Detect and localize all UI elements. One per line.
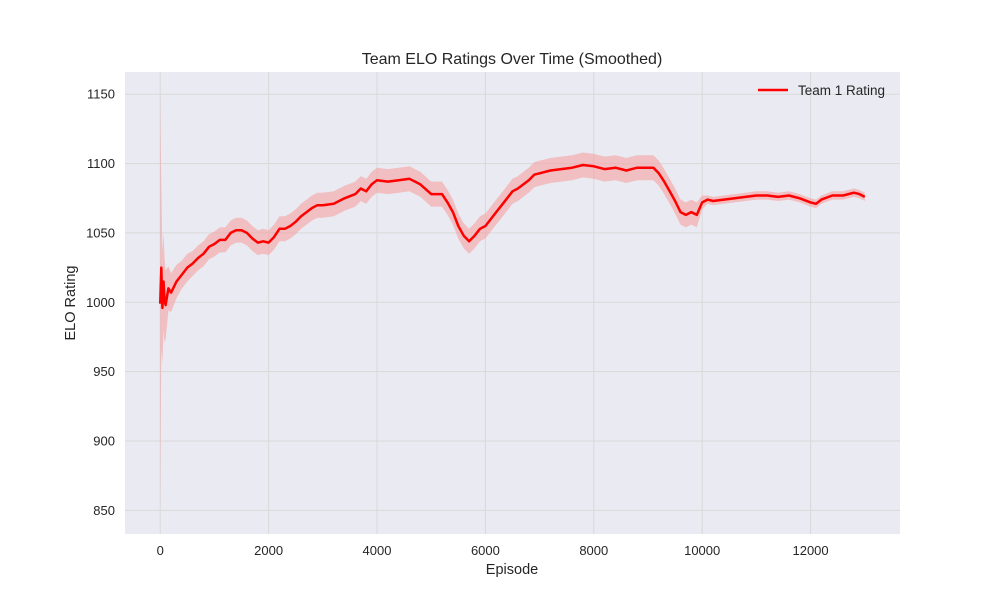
y-tick-label: 850 (93, 503, 115, 518)
y-tick-label: 1150 (87, 87, 115, 102)
plot-area (125, 72, 900, 534)
tick-labels: 0 2000 4000 6000 8000 10000 12000 850 900 950 1000… (86, 87, 829, 558)
x-tick-label: 0 (157, 543, 164, 558)
grid-lines (125, 72, 900, 534)
y-tick-label: 1050 (86, 225, 115, 240)
x-tick-label: 6000 (471, 543, 500, 558)
x-tick-label: 2000 (254, 543, 283, 558)
x-tick-label: 10000 (684, 543, 720, 558)
chart-title: Team ELO Ratings Over Time (Smoothed) (362, 51, 663, 68)
confidence-band-layer (160, 95, 865, 512)
legend-label-team-1: Team 1 Rating (798, 83, 885, 98)
x-tick-label: 4000 (363, 543, 392, 558)
y-axis-label: ELO Rating (63, 266, 79, 341)
x-tick-label: 8000 (579, 543, 608, 558)
x-axis-label: Episode (486, 562, 538, 578)
y-tick-label: 950 (93, 364, 115, 379)
series-line-team-1 (158, 163, 866, 310)
series-line-layer (158, 163, 866, 310)
confidence-band-team-1 (160, 95, 865, 512)
x-tick-label: 12000 (792, 543, 828, 558)
y-tick-label: 1000 (86, 295, 115, 310)
y-tick-label: 1100 (87, 156, 115, 171)
legend: Team 1 Rating (758, 83, 885, 98)
y-tick-label: 900 (93, 434, 115, 449)
